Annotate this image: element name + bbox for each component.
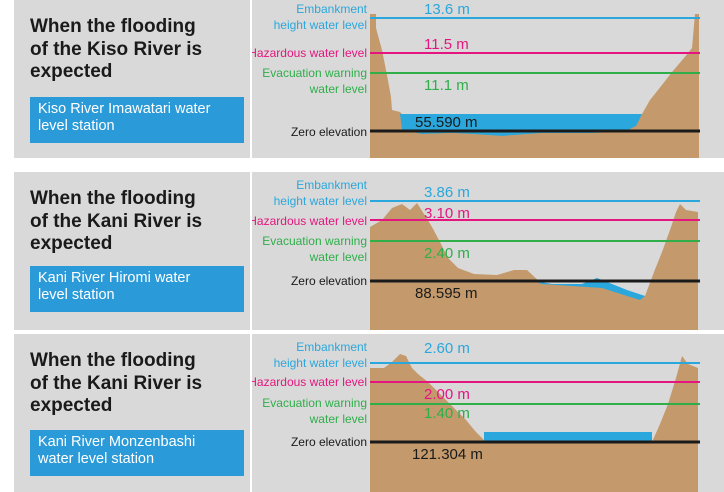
embankment-label-2: height water level	[274, 194, 367, 208]
station-line: Kiso River Imawatari water	[38, 101, 211, 117]
station-line: Kani River Hiromi water	[38, 270, 191, 286]
cross-section-area: Embankment height water level Hazardous …	[252, 0, 724, 158]
evac-label-1: Evacuation warning	[262, 396, 367, 410]
station-line: water level station	[38, 451, 155, 467]
zero-label: Zero elevation	[291, 274, 367, 288]
embankment-label-1: Embankment	[296, 340, 367, 354]
embankment-label-2: height water level	[274, 18, 367, 32]
hazard-label: Hazardous water level	[252, 375, 367, 389]
panel-kani-monzenbashi: When the flooding of the Kani River is e…	[0, 334, 724, 492]
zero-value: 121.304 m	[412, 446, 483, 463]
hazard-label: Hazardous water level	[252, 214, 367, 228]
heading-line: When the flooding	[30, 16, 196, 37]
evac-label-2: water level	[309, 82, 367, 96]
cross-section-area: Embankment height water level Hazardous …	[252, 334, 724, 492]
station-name-box: Kani River Hiromi water level station	[30, 266, 244, 312]
embankment-value: 2.60 m	[424, 340, 470, 357]
panel-heading: When the flooding of the Kani River is e…	[30, 188, 240, 256]
panel-info: When the flooding of the Kiso River is e…	[14, 0, 250, 158]
riverbed	[372, 126, 699, 158]
river-cross-section: Embankment height water level Hazardous …	[252, 178, 700, 330]
hazard-value: 11.5 m	[424, 36, 469, 53]
station-line: level station	[38, 287, 115, 303]
evac-label-2: water level	[309, 250, 367, 264]
heading-line: expected	[30, 395, 113, 416]
embankment-label-1: Embankment	[296, 2, 367, 16]
evacuation-value: 1.40 m	[424, 405, 470, 422]
station-name-box: Kiso River Imawatari water level station	[30, 97, 244, 143]
panel-kiso-imawatari: When the flooding of the Kiso River is e…	[0, 0, 724, 158]
hazard-value: 3.10 m	[424, 205, 470, 222]
evacuation-value: 11.1 m	[424, 77, 469, 94]
evacuation-value: 2.40 m	[424, 245, 470, 262]
heading-line: expected	[30, 233, 113, 254]
heading-line: expected	[30, 61, 113, 82]
heading-line: When the flooding	[30, 350, 196, 371]
evac-label-2: water level	[309, 412, 367, 426]
panel-heading: When the flooding of the Kiso River is e…	[30, 16, 240, 84]
ground-profile	[370, 354, 698, 492]
embankment-value: 3.86 m	[424, 184, 470, 201]
river-cross-section: Embankment height water level Hazardous …	[252, 340, 700, 492]
hazard-label: Hazardous water level	[252, 46, 367, 60]
panel-info: When the flooding of the Kani River is e…	[14, 334, 250, 492]
heading-line: of the Kani River is	[30, 372, 203, 394]
panel-kani-hiromi: When the flooding of the Kani River is e…	[0, 172, 724, 330]
hazard-value: 2.00 m	[424, 386, 470, 403]
station-name-box: Kani River Monzenbashi water level stati…	[30, 430, 244, 476]
embankment-value: 13.6 m	[424, 1, 470, 18]
zero-value: 55.590 m	[415, 114, 478, 131]
panel-info: When the flooding of the Kani River is e…	[14, 172, 250, 330]
station-line: level station	[38, 118, 115, 134]
river-cross-section: Embankment height water level Hazardous …	[252, 1, 700, 158]
embankment-label-2: height water level	[274, 356, 367, 370]
ground-profile	[370, 203, 698, 330]
cross-section-area: Embankment height water level Hazardous …	[252, 172, 724, 330]
heading-line: of the Kani River is	[30, 210, 203, 232]
heading-line: When the flooding	[30, 188, 196, 209]
heading-line: of the Kiso River is	[30, 38, 203, 60]
evac-label-1: Evacuation warning	[262, 234, 367, 248]
panel-heading: When the flooding of the Kani River is e…	[30, 350, 240, 418]
station-line: Kani River Monzenbashi	[38, 434, 196, 450]
zero-label: Zero elevation	[291, 435, 367, 449]
zero-label: Zero elevation	[291, 125, 367, 139]
evac-label-1: Evacuation warning	[262, 66, 367, 80]
embankment-label-1: Embankment	[296, 178, 367, 192]
zero-value: 88.595 m	[415, 285, 478, 302]
water-body	[484, 432, 652, 442]
